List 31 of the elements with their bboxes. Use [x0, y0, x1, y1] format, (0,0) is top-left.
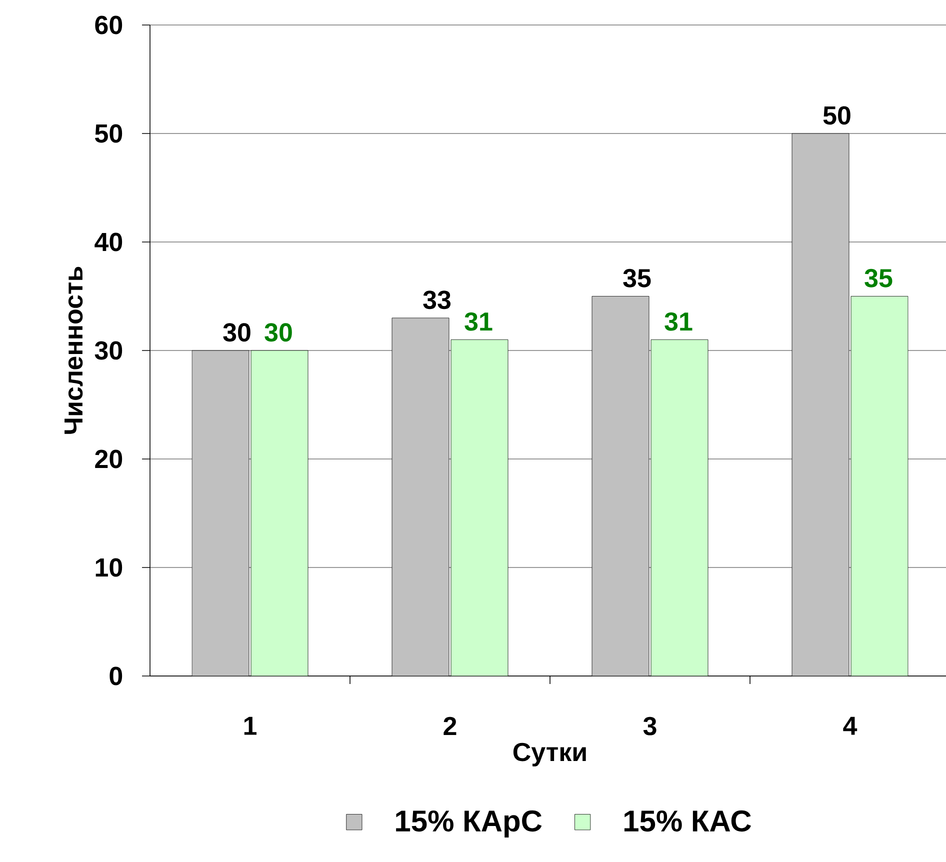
y-tick-label: 20 [95, 450, 122, 468]
bar [792, 133, 850, 676]
data-label: 30 [264, 323, 292, 342]
bar [392, 318, 450, 676]
data-label: 33 [423, 290, 451, 310]
legend-label: 15% КАрС [396, 810, 542, 838]
data-label: 30 [223, 323, 250, 342]
x-tick-label: 1 [244, 716, 257, 735]
x-axis-title: Сутки [513, 742, 586, 766]
legend-label: 15% КАС [624, 810, 752, 832]
bar [592, 296, 650, 676]
x-tick-label: 2 [444, 716, 456, 736]
x-tick-label: 3 [643, 716, 656, 736]
data-label: 50 [823, 106, 850, 125]
y-tick-label: 30 [94, 341, 122, 360]
data-label: 31 [464, 312, 492, 331]
bar [650, 339, 708, 676]
y-axis-title: Численность [64, 266, 83, 434]
data-label: 31 [664, 312, 692, 331]
y-tick-label: 10 [96, 558, 122, 577]
bar [192, 350, 250, 676]
y-tick-label: 0 [110, 666, 122, 686]
bar [850, 296, 908, 676]
y-tick-label: 50 [95, 124, 122, 143]
bar [450, 339, 508, 676]
data-label: 35 [864, 268, 892, 288]
y-tick-label: 60 [95, 16, 122, 34]
data-label: 35 [623, 268, 651, 288]
x-tick-label: 4 [843, 716, 858, 735]
y-tick-label: 40 [94, 232, 122, 252]
bar [250, 350, 308, 676]
